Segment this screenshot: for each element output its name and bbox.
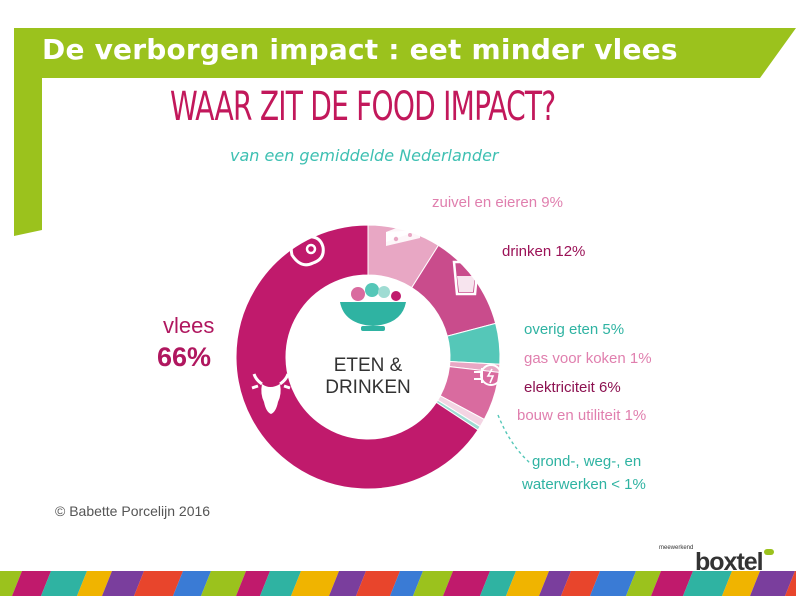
label-drinken: drinken 12% [502,243,585,260]
label-elektriciteit: elektriciteit 6% [524,379,621,396]
donut-center-label: ETEN & DRINKEN [313,355,423,399]
center-label-line1: ETEN & [333,355,403,376]
stripe-segment [201,571,246,596]
stripe-segment [329,571,366,596]
infographic-title: WAAR ZIT DE FOOD IMPACT? [170,84,556,130]
stripe-segment [12,571,51,596]
stripe-segment [651,571,693,596]
plug-icon [474,364,502,386]
glass-icon [452,260,480,296]
stripe-segment [291,571,339,596]
stripe-segment [173,571,211,596]
label-grond-line1: grond-, weg-, en [532,453,641,470]
slide-title: De verborgen impact : eet minder vlees [42,33,678,66]
stripe-segment [750,571,795,596]
stripe-segment [356,571,400,596]
salad-bowl-icon [340,283,406,331]
slice-vlees [235,224,479,490]
stripe-segment [683,571,732,596]
title-accent-bracket [14,28,796,236]
stripe-segment [443,571,490,596]
credit-text: © Babette Porcelijn 2016 [55,503,211,519]
stripe-segment [785,571,796,596]
stripe-segment [236,571,270,596]
stripe-segment [413,571,453,596]
label-grond-line2: waterwerken < 1% [521,476,646,493]
stripe-segment [77,571,112,596]
brand-tagline: meewerkend [659,545,694,551]
label-overig-eten: overig eten 5% [524,321,624,338]
stripe-segment [506,571,549,596]
leader-line [497,414,531,464]
stripe-segment [626,571,661,596]
infographic-subtitle: van een gemiddelde Nederlander [230,146,499,165]
stripe-segment [590,571,636,596]
stripe-segment [561,571,600,596]
stripe-segment [722,571,760,596]
label-gas: gas voor koken 1% [524,350,652,367]
cheese-icon [386,222,420,246]
cow-icon [251,373,291,414]
stripe-segment [134,571,183,596]
brand-logo-dot [764,549,774,555]
label-vlees-name: vlees [163,313,214,338]
stripe-segment [260,571,301,596]
decorative-color-stripe [0,571,796,596]
stripe-segment [0,571,22,596]
center-label-line2: DRINKEN [325,377,411,398]
label-vlees-value: 66% [157,342,211,372]
stripe-segment [539,571,571,596]
meat-icon [289,235,325,267]
stripe-segment [390,571,423,596]
stripe-segment [102,571,144,596]
stripe-segment [41,571,87,596]
stripe-segment [480,571,516,596]
label-bouw: bouw en utiliteit 1% [517,407,646,424]
label-zuivel: zuivel en eieren 9% [432,194,563,211]
